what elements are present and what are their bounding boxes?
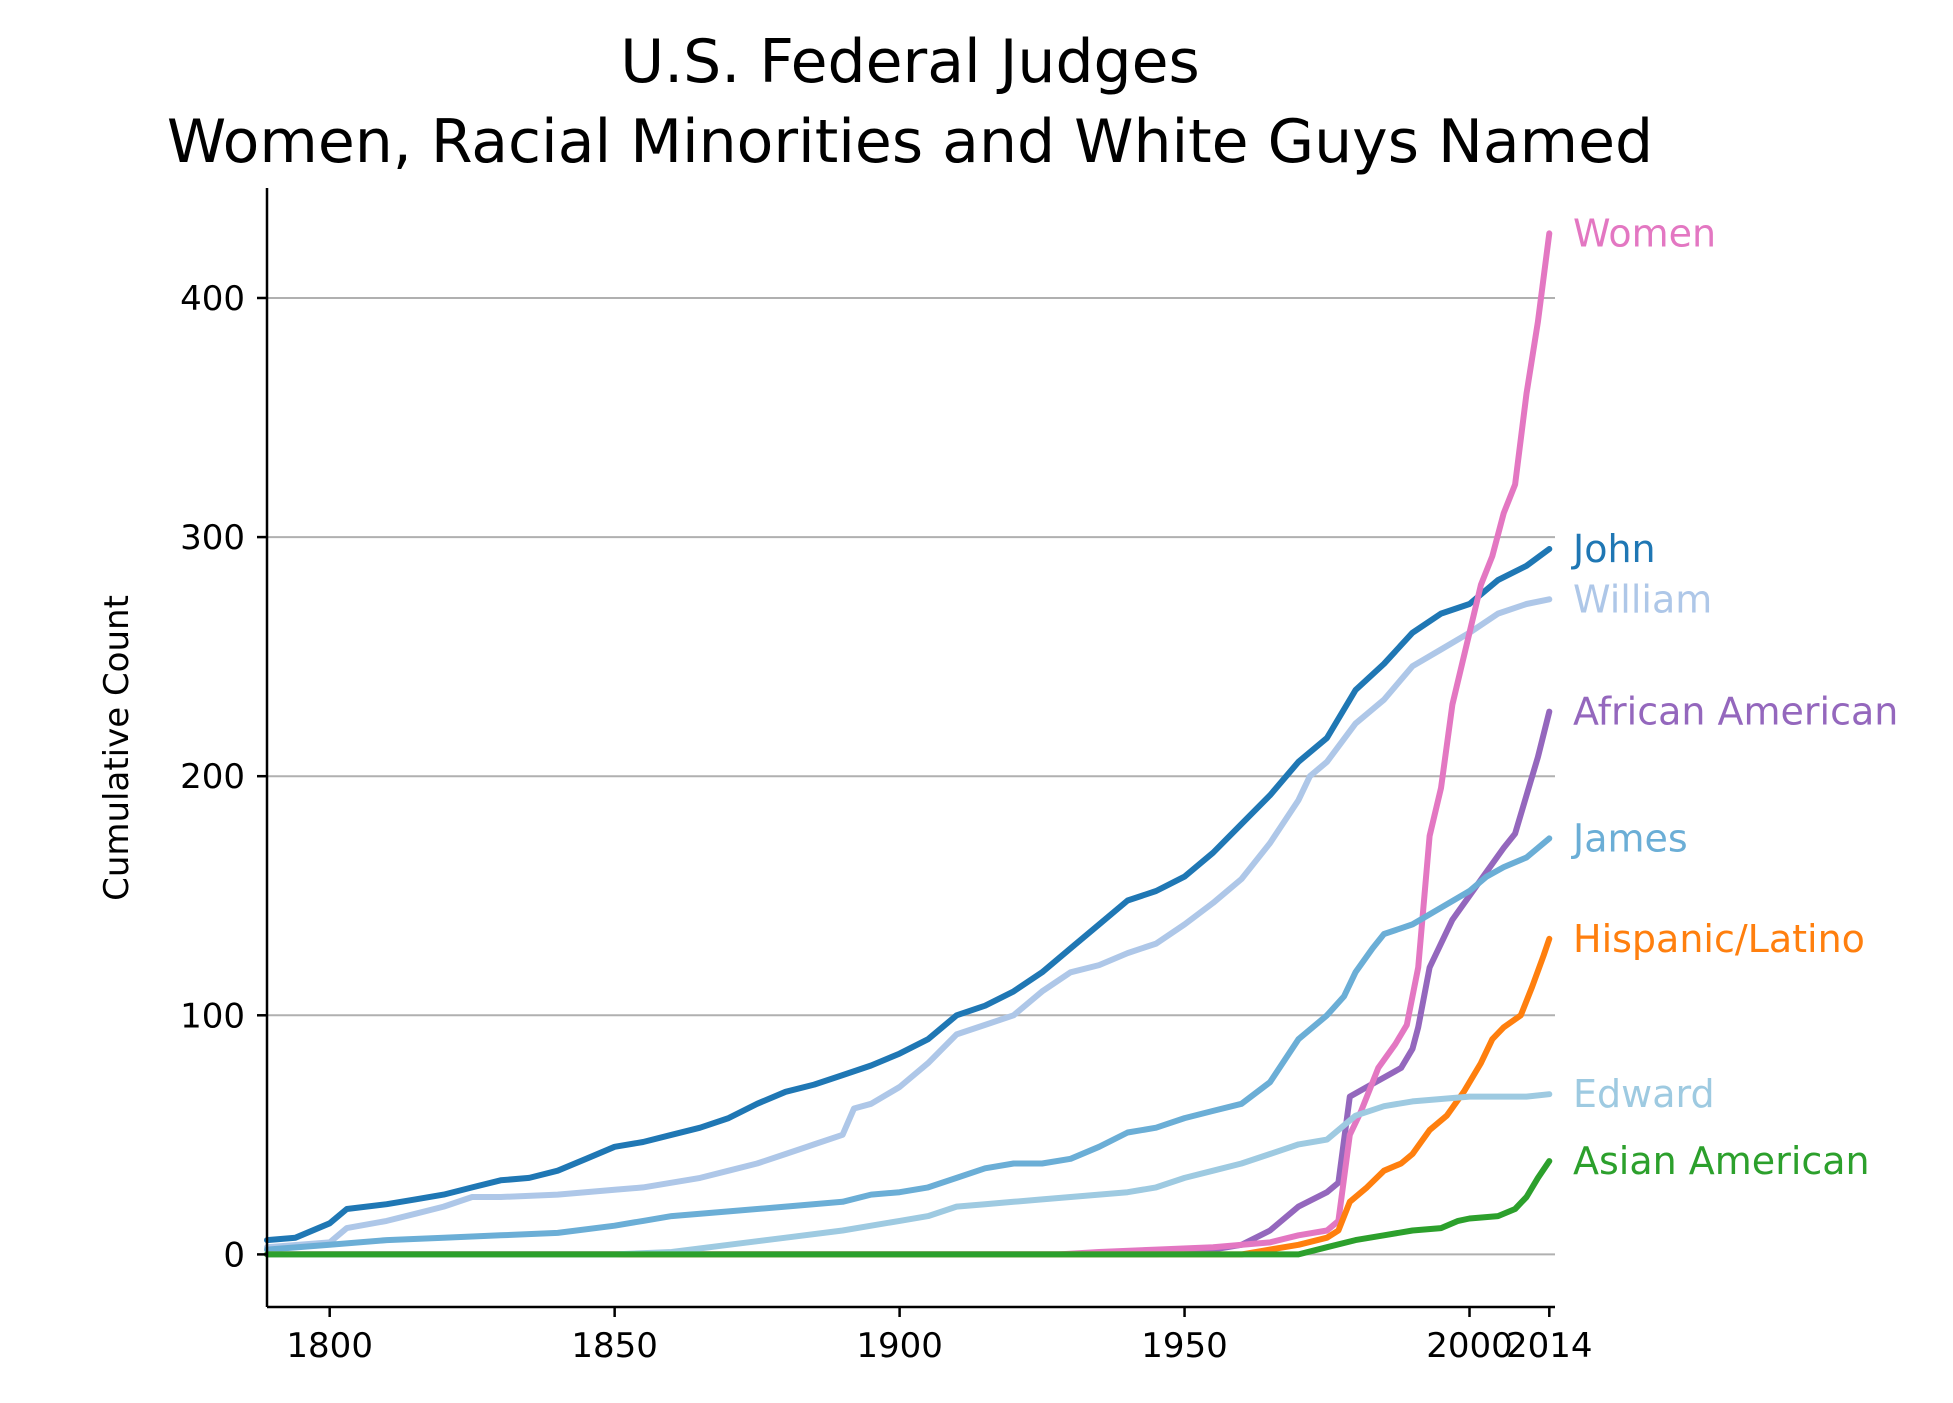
y-axis-label: Cumulative Count: [97, 595, 137, 901]
series-label-asian-american: Asian American: [1573, 1139, 1870, 1183]
series-label-hispanic-latino: Hispanic/Latino: [1573, 917, 1865, 961]
series-label-layer: Women John William African American James His…: [1571, 211, 1898, 1183]
series-label-african-american: African American: [1573, 690, 1898, 734]
series-label-edward: Edward: [1573, 1072, 1715, 1116]
series-line-hispanic-latino: [264, 935, 1553, 1258]
series-line-african-american: [264, 708, 1553, 1258]
series-line-women: [264, 230, 1553, 1258]
series-line-edward: [264, 1091, 1553, 1258]
y-tick-label-100: 100: [180, 996, 245, 1036]
x-tick-label-2000: 2000: [1426, 1326, 1513, 1366]
x-tick-label-1850: 1850: [571, 1326, 658, 1366]
series-line-william: [264, 596, 1553, 1251]
y-tick-label-300: 300: [180, 518, 245, 558]
y-tick-label-0: 0: [223, 1235, 245, 1275]
series-layer: [264, 230, 1553, 1258]
series-line-james: [264, 835, 1553, 1253]
x-tick-label-1950: 1950: [1141, 1326, 1228, 1366]
x-tick-label-1900: 1900: [856, 1326, 943, 1366]
series-line-john: [264, 546, 1553, 1244]
x-tick-label-2014: 2014: [1506, 1326, 1593, 1366]
y-tick-label-400: 400: [180, 279, 245, 319]
axis-layer: [265, 188, 1555, 1309]
series-label-james: James: [1571, 816, 1688, 860]
y-tick-label-200: 200: [180, 757, 245, 797]
x-tick-label-1800: 1800: [286, 1326, 373, 1366]
chart-title: U.S. Federal Judges: [620, 27, 1200, 97]
series-label-william: William: [1573, 577, 1712, 621]
chart-subtitle: Women, Racial Minorities and White Guys …: [167, 107, 1653, 177]
grid-layer: [267, 296, 1555, 1256]
series-label-john: John: [1571, 527, 1656, 571]
series-line-asian-american: [264, 1158, 1553, 1258]
series-label-women: Women: [1573, 211, 1716, 255]
